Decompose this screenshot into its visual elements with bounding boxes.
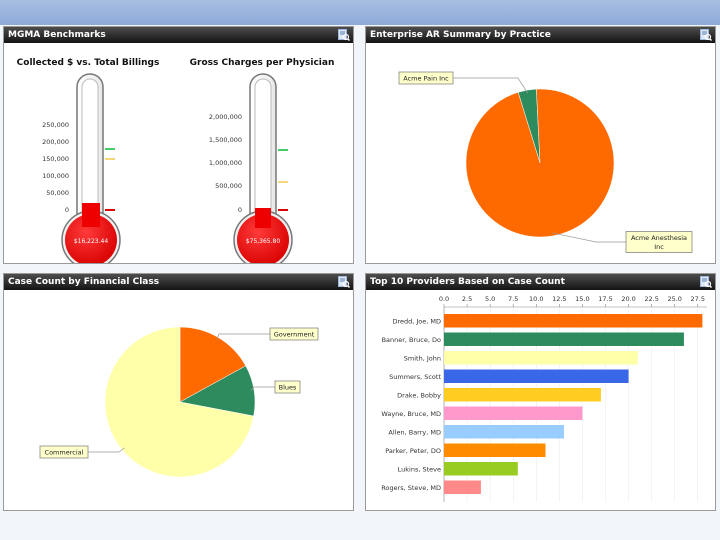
tick-label: 1,000,000 bbox=[209, 159, 242, 167]
leader-line bbox=[552, 232, 626, 243]
x-tick-label: 22.5 bbox=[644, 295, 658, 303]
export-icon[interactable] bbox=[700, 276, 712, 288]
panel-title: Top 10 Providers Based on Case Count bbox=[366, 274, 715, 290]
pie-slice[interactable] bbox=[179, 326, 247, 403]
provider-label: Parker, Peter, DO bbox=[385, 447, 441, 455]
top-banner bbox=[0, 0, 720, 25]
bar[interactable] bbox=[444, 480, 481, 495]
x-tick-label: 5.0 bbox=[485, 295, 495, 303]
bar[interactable] bbox=[444, 369, 629, 384]
tick-label: 500,000 bbox=[215, 182, 242, 190]
slice-label-box bbox=[274, 380, 301, 394]
x-tick-label: 25.0 bbox=[667, 295, 681, 303]
tick-label: 50,000 bbox=[46, 189, 69, 197]
panel-title: Case Count by Financial Class bbox=[4, 274, 353, 290]
panel-title: MGMA Benchmarks bbox=[4, 27, 353, 43]
tick-label: 200,000 bbox=[42, 138, 69, 146]
leader-line bbox=[250, 386, 275, 391]
top-providers-bar-chart: 0.0 2.5 5.0 7.5 10.0 12.5 15.0 17.5 20.0 22.5 25.0… bbox=[381, 295, 707, 502]
slice-label-box bbox=[269, 327, 319, 341]
tick-label: 0 bbox=[65, 206, 69, 214]
bar[interactable] bbox=[444, 462, 518, 476]
x-tick-label: 0.0 bbox=[439, 295, 449, 303]
slice-label: Government bbox=[274, 331, 315, 339]
tick-label: 100,000 bbox=[42, 172, 69, 180]
x-tick-label: 27.5 bbox=[691, 295, 705, 303]
export-icon[interactable] bbox=[338, 29, 350, 41]
x-tick-label: 2.5 bbox=[462, 295, 472, 303]
case-count-panel: Case Count by Financial Class Government… bbox=[3, 273, 354, 511]
provider-label: Smith, John bbox=[404, 355, 441, 363]
leader-line bbox=[216, 333, 270, 341]
bar[interactable] bbox=[444, 425, 564, 439]
top-providers-panel: Top 10 Providers Based on Case Count 0.0… bbox=[365, 273, 716, 511]
x-tick-label: 15.0 bbox=[575, 295, 589, 303]
provider-label: Wayne, Bruce, MD bbox=[381, 410, 441, 418]
bar[interactable] bbox=[444, 351, 638, 365]
gross-charges-title: Gross Charges per Physician bbox=[190, 58, 335, 68]
panel-title: Enterprise AR Summary by Practice bbox=[366, 27, 715, 43]
provider-label: Summers, Scott bbox=[389, 373, 441, 381]
slice-label-box bbox=[39, 445, 89, 459]
tick-label: 150,000 bbox=[42, 155, 69, 163]
provider-label: Lukins, Steve bbox=[398, 466, 441, 474]
x-tick-label: 20.0 bbox=[621, 295, 635, 303]
provider-label: Drake, Bobby bbox=[397, 392, 441, 400]
slice-label: Acme Anesthesia Inc bbox=[631, 234, 687, 251]
bar[interactable] bbox=[444, 406, 583, 421]
bar[interactable] bbox=[444, 332, 684, 347]
ar-pie-chart: Acme Pain Inc Acme Anesthesia Inc bbox=[398, 71, 693, 253]
pie-slice[interactable] bbox=[465, 88, 615, 238]
x-tick-label: 7.5 bbox=[508, 295, 518, 303]
tick-label: 1,500,000 bbox=[209, 136, 242, 144]
x-tick-label: 12.5 bbox=[552, 295, 566, 303]
collected-vs-billings-title: Collected $ vs. Total Billings bbox=[17, 58, 160, 68]
x-tick-label: 10.0 bbox=[529, 295, 543, 303]
slice-label-box bbox=[398, 71, 454, 85]
provider-label: Allen, Barry, MD bbox=[388, 429, 441, 437]
provider-label: Dredd, Joe, MD bbox=[392, 318, 441, 326]
collected-axis-ticks: 250,000 200,000 150,000 100,000 50,000 0 bbox=[42, 121, 69, 214]
slice-label: Blues bbox=[279, 384, 297, 392]
bar[interactable] bbox=[444, 388, 601, 402]
gross-charges-axis-ticks: 2,000,000 1,500,000 1,000,000 500,000 0 bbox=[209, 113, 242, 214]
x-tick-label: 17.5 bbox=[598, 295, 612, 303]
ar-summary-panel: Enterprise AR Summary by Practice Acme P… bbox=[365, 26, 716, 264]
tick-label: 250,000 bbox=[42, 121, 69, 129]
provider-label: Rogers, Steve, MD bbox=[381, 484, 441, 492]
slice-label: Commercial bbox=[45, 449, 84, 457]
bar[interactable] bbox=[444, 314, 703, 328]
collected-thermometer: $16,223.44 bbox=[61, 73, 121, 263]
slice-label: Acme Pain Inc bbox=[403, 75, 449, 83]
provider-label: Banner, Bruce, Do bbox=[382, 336, 441, 344]
gross-charges-thermometer: $75,365.80 bbox=[233, 73, 293, 263]
slice-label-box bbox=[625, 231, 693, 253]
export-icon[interactable] bbox=[700, 29, 712, 41]
collected-value-label: $16,223.44 bbox=[74, 238, 109, 245]
gross-charges-value-label: $75,365.80 bbox=[246, 238, 281, 245]
tick-label: 2,000,000 bbox=[209, 113, 242, 121]
export-icon[interactable] bbox=[338, 276, 350, 288]
case-count-pie-chart: Government Blues Commercial bbox=[39, 326, 319, 478]
mgma-benchmarks-panel: MGMA Benchmarks Collected $ vs. Total Bi… bbox=[3, 26, 354, 264]
bar[interactable] bbox=[444, 443, 546, 458]
tick-label: 0 bbox=[238, 206, 242, 214]
